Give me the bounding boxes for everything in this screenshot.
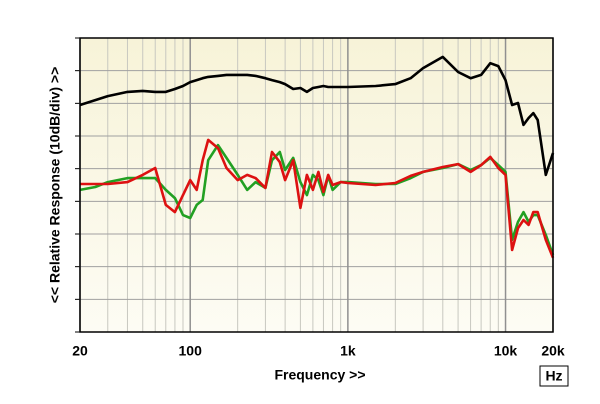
x-tick-label: 10k [494,343,518,359]
response-line [79,143,555,256]
response-line [80,138,555,259]
unit-label: Hz [545,368,562,384]
x-tick-label: 1k [340,343,356,359]
x-tick-label: 100 [179,343,203,359]
y-axis-title: << Relative Response (10dB/div) >> [47,67,63,304]
x-axis-title: Frequency >> [274,367,365,383]
plot-area [80,38,553,332]
unit-box [539,365,569,387]
plot-border [79,37,554,333]
x-tick-label: 20k [541,343,565,359]
response-line [79,55,555,177]
x-tick-label: 20 [72,343,88,359]
